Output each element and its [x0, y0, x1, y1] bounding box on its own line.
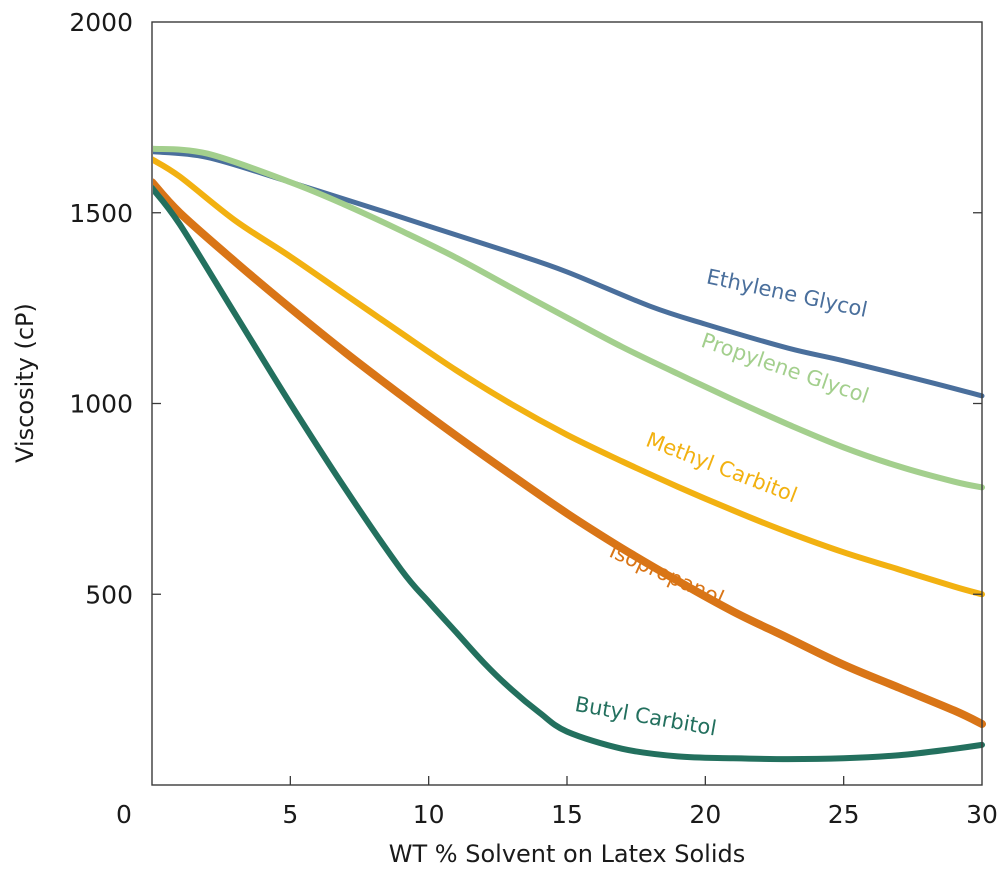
x-tick-label: 0 — [116, 800, 132, 829]
x-axis-label: WT % Solvent on Latex Solids — [389, 840, 745, 868]
x-tick-label: 10 — [413, 800, 445, 829]
y-tick-label: 1000 — [69, 390, 133, 419]
x-tick-label: 25 — [828, 800, 860, 829]
curves-group — [153, 145, 986, 763]
methyl-carbitol-label: Methyl Carbitol — [643, 428, 801, 508]
y-tick-label: 500 — [85, 580, 133, 609]
y-tick-label: 1500 — [69, 199, 133, 228]
x-tick-label: 15 — [551, 800, 583, 829]
isopropanol-label: Isopropanol — [606, 539, 728, 611]
butyl-carbitol-label: Butyl Carbitol — [573, 692, 718, 740]
y-tick-label: 2000 — [69, 8, 133, 37]
axis-ticks-group: 0 5 10 15 20 25 30 500 1000 1500 2000 — [69, 8, 998, 829]
y-axis-label: Viscosity (cP) — [11, 303, 39, 463]
plot-frame — [151, 21, 983, 786]
x-tick-label: 30 — [966, 800, 998, 829]
butyl-carbitol-line — [153, 185, 985, 763]
x-tick-label: 5 — [282, 800, 298, 829]
methyl-carbitol-line — [153, 156, 985, 598]
propylene-glycol-line — [153, 145, 985, 491]
ethylene-glycol-line — [153, 149, 985, 399]
isopropanol-line — [153, 178, 986, 728]
x-tick-label: 20 — [689, 800, 721, 829]
ethylene-glycol-label: Ethylene Glycol — [704, 265, 869, 323]
